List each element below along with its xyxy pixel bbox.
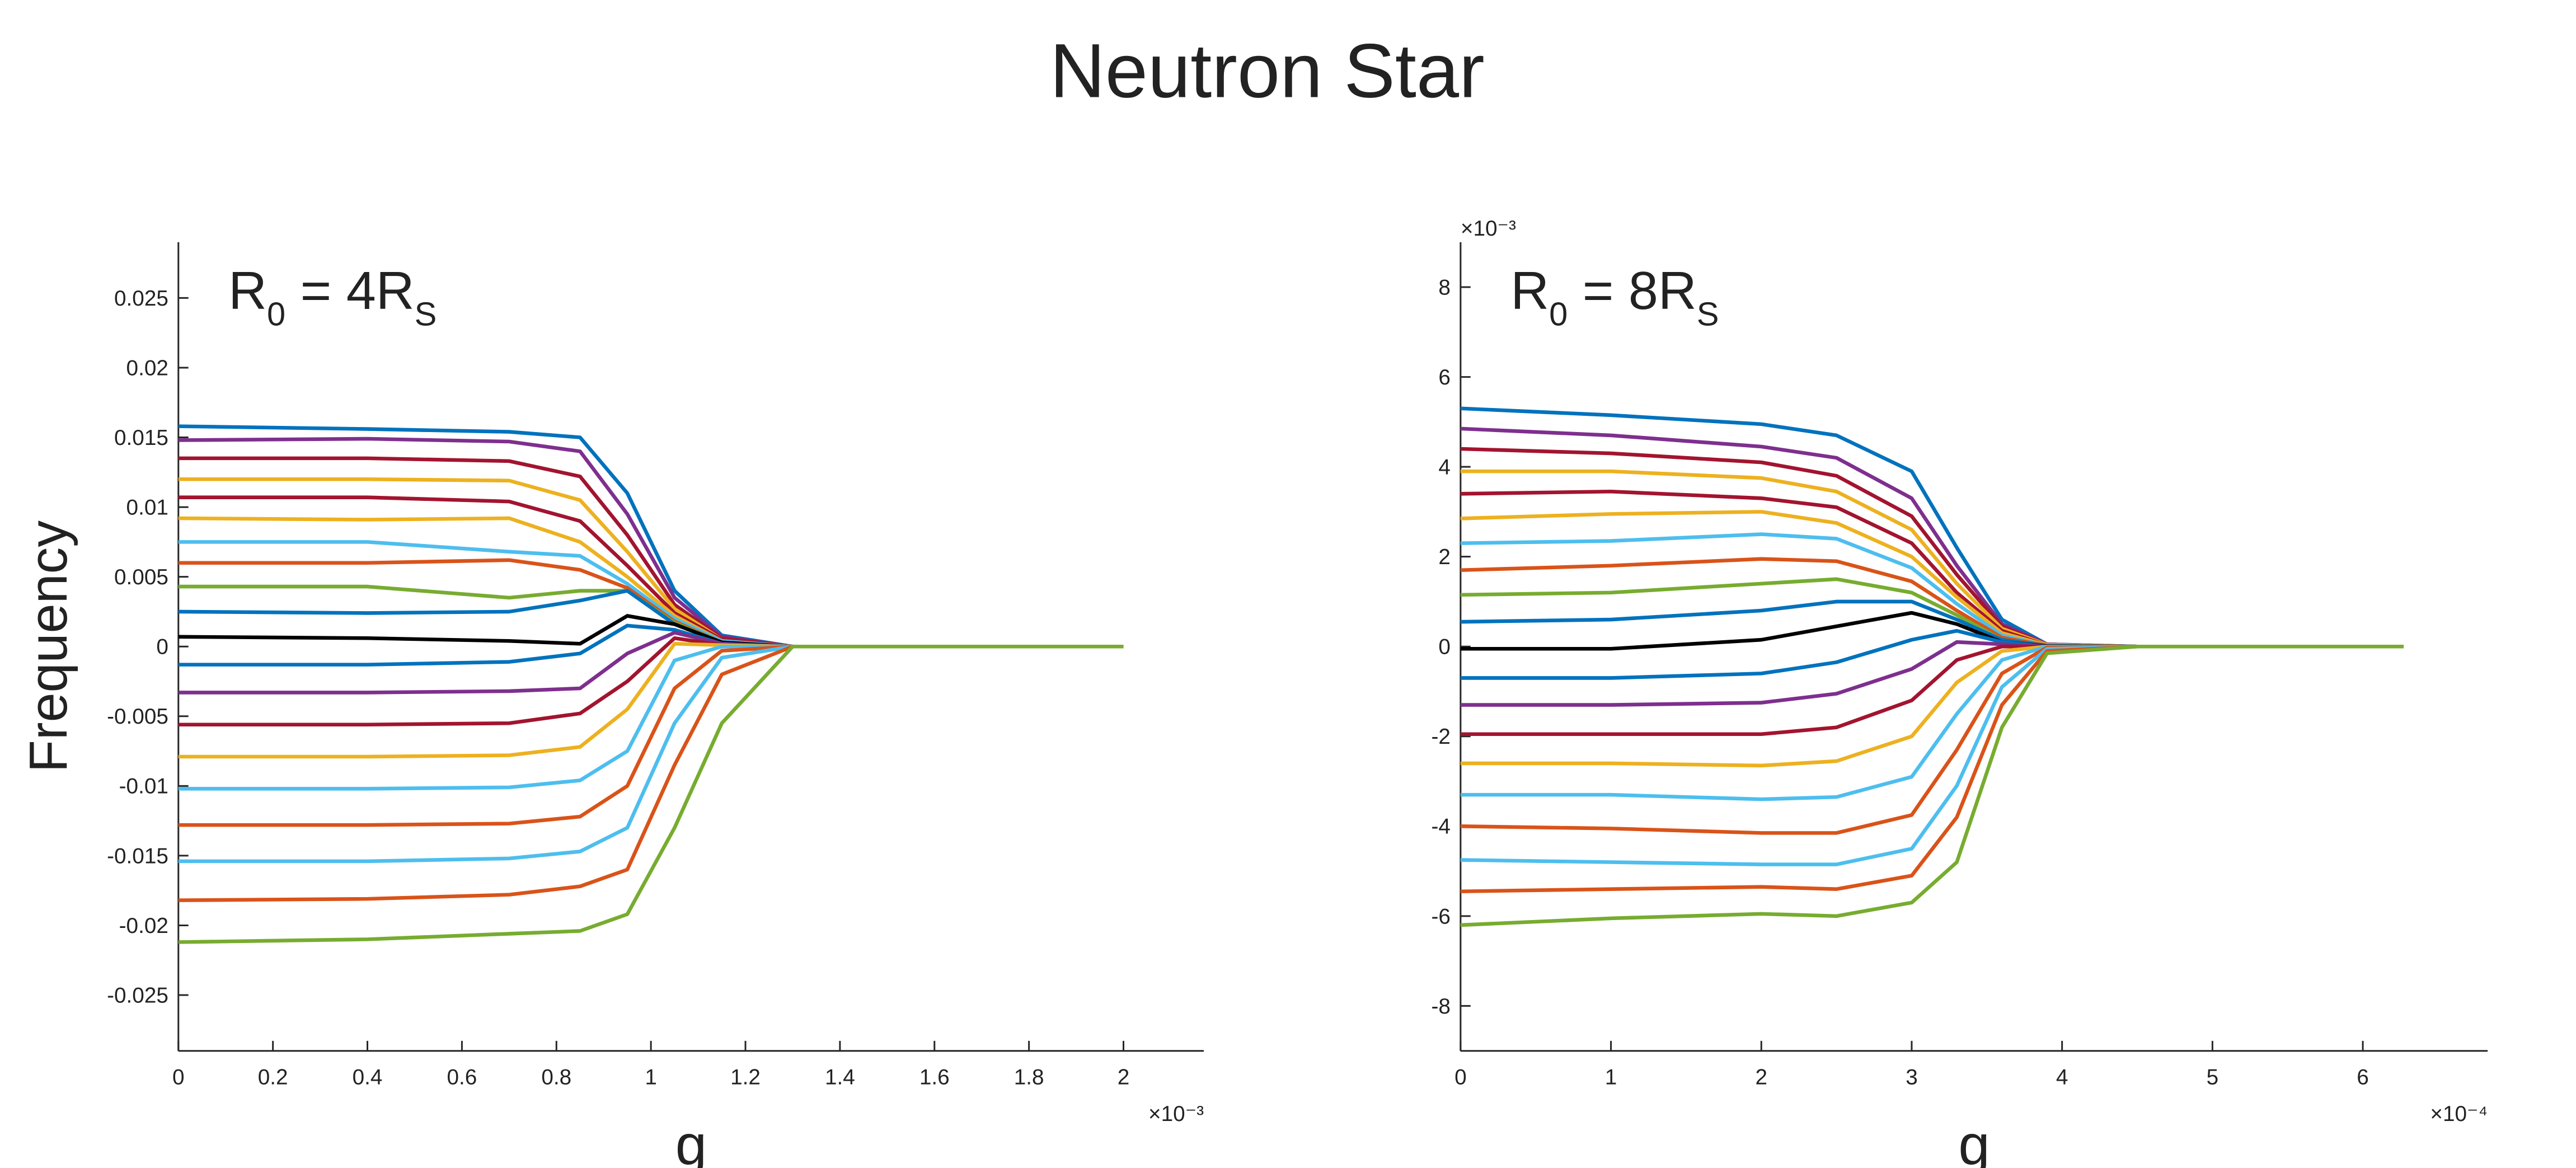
y-exponent: ×10⁻³: [1461, 217, 1516, 241]
x-tick-label: 2: [1755, 1065, 1767, 1089]
x-axis-label: g: [675, 1113, 707, 1168]
y-tick-label: 0.025: [114, 287, 168, 311]
data-line: [1460, 644, 2404, 927]
x-axis-label: g: [1958, 1113, 1990, 1168]
x-tick-label: 4: [2056, 1065, 2068, 1089]
x-tick-label: 1.4: [825, 1065, 855, 1089]
annotation-subscript: 0: [1549, 295, 1568, 333]
y-tick-label: -0.025: [107, 983, 168, 1007]
x-tick-label: 1.8: [1014, 1065, 1044, 1089]
x-tick-label: 0: [1454, 1065, 1467, 1089]
annotation-text: R: [228, 261, 267, 321]
y-tick-label: 0: [156, 635, 168, 659]
y-axis-label: Frequency: [19, 520, 78, 773]
x-tick-label: 1.6: [919, 1065, 950, 1089]
annotation: R0 = 4RS: [228, 261, 437, 333]
y-tick-label: 8: [1438, 275, 1451, 299]
y-tick-label: 4: [1438, 456, 1451, 480]
annotation-text: = 8R: [1568, 261, 1697, 321]
y-tick-label: -4: [1432, 815, 1451, 839]
y-tick-label: 2: [1438, 545, 1451, 569]
y-tick-label: 0.01: [126, 496, 168, 520]
data-line: [178, 644, 1124, 944]
y-tick-label: -6: [1432, 904, 1451, 928]
y-tick-label: -0.005: [107, 705, 168, 729]
x-tick-label: 6: [2357, 1065, 2369, 1089]
y-tick-label: 0.015: [114, 426, 168, 450]
y-tick-label: -2: [1432, 725, 1451, 749]
annotation-text: R: [1510, 261, 1549, 321]
x-tick-label: 2: [1118, 1065, 1130, 1089]
annotation-subscript: S: [1697, 295, 1719, 333]
annotation-subscript: 0: [267, 295, 285, 333]
y-tick-label: -8: [1432, 995, 1451, 1019]
x-tick-label: 5: [2207, 1065, 2219, 1089]
y-tick-label: 0.02: [126, 356, 168, 380]
x-tick-label: 1.2: [730, 1065, 761, 1089]
x-tick-label: 1: [645, 1065, 657, 1089]
x-tick-label: 0.4: [353, 1065, 383, 1089]
figure-title: Neutron Star: [1050, 29, 1485, 114]
x-tick-label: 1: [1605, 1065, 1617, 1089]
x-tick-label: 0: [172, 1065, 185, 1089]
x-tick-label: 0.6: [447, 1065, 477, 1089]
x-exponent: ×10⁻⁴: [2430, 1102, 2488, 1126]
y-tick-label: -0.01: [119, 775, 168, 799]
y-tick-label: -0.02: [119, 914, 168, 938]
x-tick-label: 3: [1906, 1065, 1918, 1089]
x-tick-label: 0.2: [258, 1065, 288, 1089]
annotation-subscript: S: [415, 295, 437, 333]
annotation: R0 = 8RS: [1510, 261, 1719, 333]
x-tick-label: 0.8: [541, 1065, 571, 1089]
y-tick-label: 0: [1438, 635, 1451, 659]
y-tick-label: -0.015: [107, 844, 168, 868]
y-tick-label: 0.005: [114, 565, 168, 589]
x-exponent: ×10⁻³: [1148, 1102, 1204, 1126]
annotation-text: = 4R: [285, 261, 415, 321]
y-tick-label: 6: [1438, 365, 1451, 390]
